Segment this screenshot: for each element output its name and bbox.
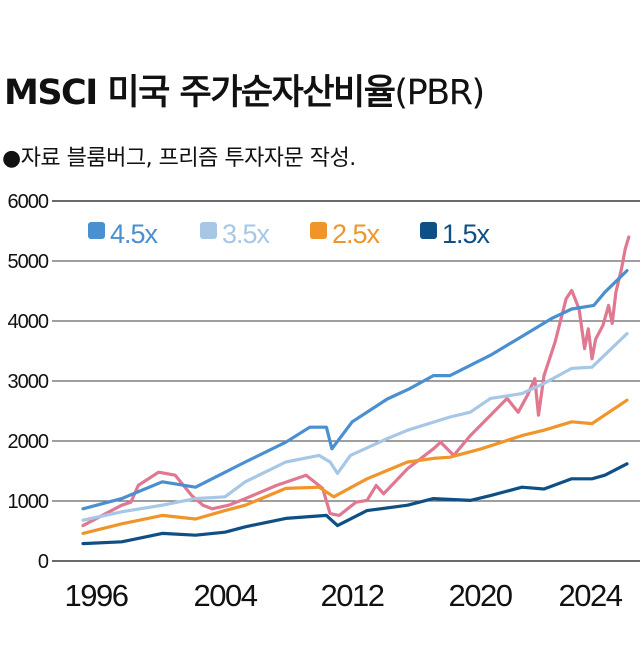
legend-label: 1.5x (442, 219, 491, 249)
y-tick-label: 5000 (8, 251, 49, 273)
series-line-4-5x (81, 269, 629, 511)
title-suffix: (PBR) (394, 73, 485, 113)
legend-swatch (200, 222, 217, 239)
y-tick-label: 2000 (8, 431, 49, 453)
legend-label: 3.5x (222, 219, 271, 249)
x-tick-label: 2024 (559, 578, 623, 613)
series-line-2-5x (81, 398, 629, 535)
series-line-3-5x (81, 332, 629, 522)
legend-label: 2.5x (332, 219, 381, 249)
y-tick-label: 0 (38, 551, 49, 573)
legend-label: 4.5x (110, 219, 159, 249)
y-tick-label: 6000 (8, 191, 49, 213)
x-tick-label: 2020 (449, 578, 513, 613)
x-tick-label: 2012 (321, 578, 384, 613)
y-tick-label: 1000 (8, 491, 49, 513)
x-tick-label: 1996 (65, 578, 128, 613)
legend-swatch (88, 222, 105, 239)
y-tick-label: 3000 (8, 371, 49, 393)
y-tick-label: 4000 (8, 311, 49, 333)
chart-source-note: ●자료 블룸버그, 프리즘 투자자문 작성. (2, 146, 356, 171)
x-tick-label: 2004 (194, 578, 258, 613)
title-text: MSCI 미국 주가순자산비율 (4, 73, 396, 113)
chart-title: MSCI 미국 주가순자산비율(PBR) (4, 64, 485, 115)
series-line-1-5x (81, 462, 629, 546)
legend-swatch (420, 222, 437, 239)
legend-swatch (310, 222, 327, 239)
